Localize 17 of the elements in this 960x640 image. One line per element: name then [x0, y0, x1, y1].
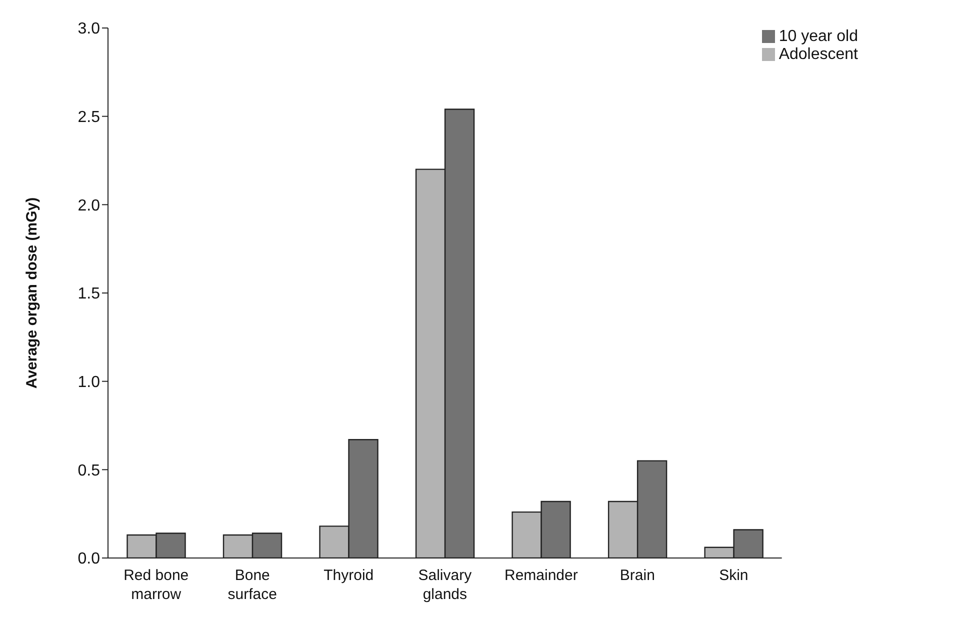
y-tick-label: 0.0: [78, 550, 100, 568]
y-tick-label: 1.0: [78, 374, 100, 392]
x-tick-label: Remainder: [504, 567, 578, 584]
legend-label: 10 year old: [778, 28, 858, 45]
y-tick-label: 1.5: [78, 286, 100, 303]
x-tick-label: Brain: [620, 567, 655, 584]
y-tick-label: 0.5: [78, 462, 100, 480]
x-tick-label: Red bone marrow: [124, 567, 189, 603]
y-tick-label: 3.0: [78, 20, 100, 38]
y-tick-label: 2.0: [78, 197, 100, 214]
y-axis-title: Average organ dose (mGy): [23, 197, 40, 389]
x-tick-label: Bone surface: [228, 567, 277, 603]
x-tick-label: Thyroid: [324, 567, 374, 584]
y-tick-label: 2.5: [78, 109, 100, 126]
x-tick-label: Salivary glands: [418, 567, 472, 603]
legend-label: Adolescent: [778, 46, 858, 63]
x-tick-label: Skin: [719, 567, 748, 584]
